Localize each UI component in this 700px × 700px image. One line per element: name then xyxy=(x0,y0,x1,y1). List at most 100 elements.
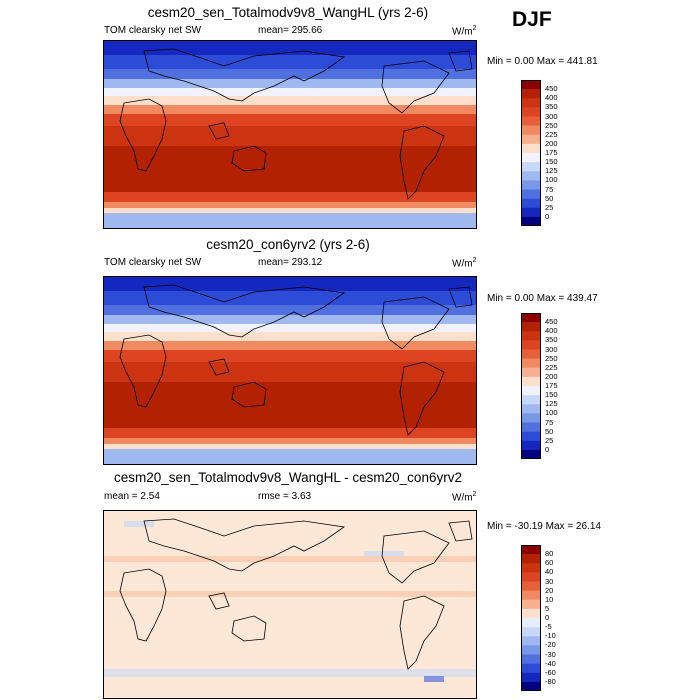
colorbar-swatch xyxy=(521,189,541,199)
colorbar-swatch xyxy=(521,608,541,619)
panel1-minmax: Min = 0.00 Max = 441.81 xyxy=(487,56,598,67)
colorbar-tick-label: 0 xyxy=(545,444,550,454)
colorbar-swatch xyxy=(521,645,541,655)
colorbar-swatch xyxy=(521,331,541,341)
colorbar-tick-label: 225 xyxy=(545,129,558,139)
colorbar-tick-label: -10 xyxy=(545,631,556,641)
colorbar-tick-label: 250 xyxy=(545,353,558,363)
colorbar-swatch xyxy=(521,180,541,190)
colorbar-swatch xyxy=(521,207,541,218)
colorbar-tick-label: 300 xyxy=(545,344,558,354)
colorbar-swatch xyxy=(521,449,541,459)
colorbar-tick-label: 200 xyxy=(545,138,558,148)
colorbar-swatch xyxy=(521,349,541,359)
colorbar-swatch xyxy=(521,422,541,432)
colorbar-swatch xyxy=(521,198,541,209)
colorbar-swatch xyxy=(521,627,541,637)
panel1-map xyxy=(103,40,477,229)
colorbar-border xyxy=(521,80,541,226)
panel1-mean: mean= 295.66 xyxy=(258,25,323,36)
panel2-map xyxy=(103,276,477,465)
colorbar-tick-label: 50 xyxy=(545,426,554,436)
colorbar-swatch xyxy=(521,107,541,117)
panel1-units: W/m2 xyxy=(452,25,477,38)
panel2-minmax: Min = 0.00 Max = 439.47 xyxy=(487,293,598,304)
colorbar-tick-label: 175 xyxy=(545,148,558,157)
colorbar-swatch xyxy=(521,618,541,628)
colorbar-tick-label: -20 xyxy=(545,640,556,650)
panel3-minmax: Min = -30.19 Max = 26.14 xyxy=(487,521,601,532)
colorbar-swatch xyxy=(521,413,541,423)
colorbar-border xyxy=(521,545,541,691)
colorbar-swatch xyxy=(521,572,541,582)
colorbar-tick-label: 40 xyxy=(545,567,554,577)
colorbar-tick-label: 300 xyxy=(545,111,558,121)
panel3-colorbar xyxy=(521,545,541,691)
colorbar-tick-label: 250 xyxy=(545,120,558,130)
colorbar-tick-label: 125 xyxy=(545,399,558,409)
colorbar-swatch xyxy=(521,590,541,601)
colorbar-tick-label: -80 xyxy=(545,676,556,686)
panel2-field-label: TOM clearsky net SW xyxy=(104,257,202,268)
panel1-field-label: TOM clearsky net SW xyxy=(104,25,202,36)
colorbar-tick-label: 60 xyxy=(545,558,554,568)
colorbar-swatch xyxy=(521,663,541,674)
colorbar-swatch xyxy=(521,636,541,646)
colorbar-swatch xyxy=(521,216,541,226)
colorbar-tick-label: 80 xyxy=(545,549,554,559)
colorbar-tick-label: 100 xyxy=(545,408,558,418)
colorbar-tick-label: -5 xyxy=(545,622,552,632)
colorbar-tick-label: 175 xyxy=(545,381,558,390)
panel3-colorbar-labels: 80 60 40 30 20 10 5 0 -5 -10 -20 -30 -40 -60 -80 xyxy=(545,545,585,691)
colorbar-tick-label: 400 xyxy=(545,326,558,336)
panel1-colorbar-labels: 450 400 350 300 250 225 200 175 150 125 100 75 50 25 0 xyxy=(545,80,585,226)
colorbar-swatch xyxy=(521,581,541,591)
panel3-rmse: rmse = 3.63 xyxy=(258,491,312,502)
colorbar-swatch xyxy=(521,143,541,154)
colorbar-swatch xyxy=(521,358,541,369)
colorbar-tick-label: 450 xyxy=(545,317,558,327)
colorbar-swatch xyxy=(521,171,541,181)
panel2-mean: mean= 293.12 xyxy=(258,257,323,268)
colorbar-tick-label: 25 xyxy=(545,435,554,445)
colorbar-tick-label: 400 xyxy=(545,93,558,103)
colorbar-swatch xyxy=(521,431,541,442)
colorbar-swatch xyxy=(521,672,541,683)
colorbar-tick-label: 25 xyxy=(545,202,554,212)
colorbar-swatch xyxy=(521,116,541,126)
colorbar-tick-label: 75 xyxy=(545,184,554,194)
panel2-units: W/m2 xyxy=(452,257,477,270)
panel3-map xyxy=(103,510,477,699)
colorbar-tick-label: 350 xyxy=(545,335,558,345)
colorbar-swatch xyxy=(521,681,541,691)
colorbar-tick-label: 100 xyxy=(545,175,558,185)
colorbar-swatch xyxy=(521,404,541,414)
colorbar-tick-label: 350 xyxy=(545,102,558,112)
colorbar-tick-label: 0 xyxy=(545,613,550,622)
colorbar-tick-label: 200 xyxy=(545,371,558,381)
season-label: DJF xyxy=(512,8,552,31)
colorbar-swatch xyxy=(521,395,541,405)
colorbar-swatch xyxy=(521,125,541,136)
colorbar-swatch xyxy=(521,654,541,664)
panel2-title: cesm20_con6yrv2 (yrs 2-6) xyxy=(206,237,370,252)
colorbar-swatch xyxy=(521,440,541,451)
colorbar-tick-label: -60 xyxy=(545,667,556,677)
colorbar-tick-label: 0 xyxy=(545,211,550,221)
colorbar-swatch xyxy=(521,153,541,163)
panel3-title: cesm20_sen_Totalmodv9v8_WangHL - cesm20_… xyxy=(114,470,462,485)
panel1-title: cesm20_sen_Totalmodv9v8_WangHL (yrs 2-6) xyxy=(147,5,429,20)
colorbar-tick-label: 20 xyxy=(545,585,554,595)
colorbar-border xyxy=(521,313,541,459)
colorbar-tick-label: 450 xyxy=(545,84,558,94)
colorbar-swatch xyxy=(521,89,541,99)
colorbar-tick-label: 225 xyxy=(545,362,558,372)
colorbar-tick-label: -40 xyxy=(545,658,556,668)
colorbar-swatch xyxy=(521,313,541,323)
colorbar-tick-label: 150 xyxy=(545,390,558,400)
panel1-colorbar xyxy=(521,80,541,226)
colorbar-swatch xyxy=(521,367,541,378)
colorbar-swatch xyxy=(521,376,541,387)
colorbar-tick-label: 5 xyxy=(545,603,550,613)
colorbar-swatch xyxy=(521,545,541,555)
